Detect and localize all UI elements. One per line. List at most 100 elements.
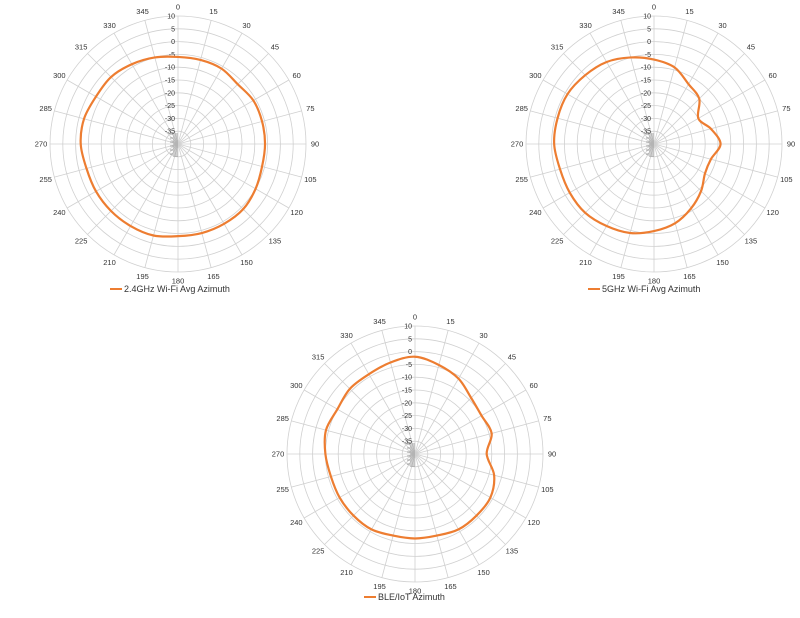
- radial-tick-label: 5: [647, 26, 651, 33]
- grid-spoke: [177, 143, 290, 209]
- legend-5ghz: 5GHz Wi-Fi Avg Azimuth: [588, 284, 700, 294]
- angle-tick-label: 120: [527, 518, 540, 527]
- grid-spoke: [177, 32, 243, 145]
- radial-tick-label: -15: [641, 78, 651, 85]
- grid-spoke: [653, 143, 719, 256]
- radial-tick-label: 10: [404, 324, 412, 331]
- angle-tick-label: 150: [240, 258, 253, 267]
- angle-tick-label: 15: [685, 7, 693, 16]
- angle-tick-label: 285: [515, 104, 528, 113]
- legend-label: 2.4GHz Wi-Fi Avg Azimuth: [124, 284, 230, 294]
- angle-tick-label: 330: [103, 21, 116, 30]
- grid-spoke: [177, 143, 243, 256]
- grid-spoke: [54, 110, 179, 145]
- angle-tick-label: 315: [312, 353, 325, 362]
- angle-tick-label: 330: [340, 331, 353, 340]
- grid-spoke: [414, 453, 527, 519]
- angle-tick-label: 180: [648, 277, 661, 286]
- radial-tick-label: -10: [402, 375, 412, 382]
- angle-tick-label: 15: [209, 7, 217, 16]
- angle-tick-label: 240: [529, 208, 542, 217]
- angle-tick-label: 150: [716, 258, 729, 267]
- angle-tick-label: 15: [446, 317, 454, 326]
- radial-tick-label: 0: [647, 39, 651, 46]
- grid-spoke: [414, 453, 506, 545]
- angle-tick-label: 330: [579, 21, 592, 30]
- grid-spoke: [414, 342, 480, 455]
- angle-tick-label: 165: [207, 272, 220, 281]
- angle-tick-label: 0: [176, 3, 180, 12]
- grid-spoke: [66, 79, 179, 145]
- series-line: [79, 55, 267, 238]
- angle-tick-label: 225: [312, 546, 325, 555]
- angle-tick-label: 105: [541, 485, 554, 494]
- grid-spoke: [381, 453, 416, 578]
- angle-tick-label: 315: [75, 43, 88, 52]
- grid-spoke: [653, 143, 688, 268]
- polar-chart-2-4ghz: 0153045607590105120135150165180195210225…: [35, 3, 319, 286]
- grid-spoke: [54, 143, 179, 178]
- angle-tick-label: 45: [508, 353, 516, 362]
- grid-spoke: [291, 420, 416, 455]
- angle-tick-label: 255: [515, 175, 528, 184]
- grid-spoke: [303, 453, 416, 519]
- grid-spoke: [414, 330, 449, 455]
- legend-label: BLE/IoT Azimuth: [378, 592, 445, 602]
- angle-tick-label: 75: [543, 414, 551, 423]
- angle-tick-label: 345: [612, 7, 625, 16]
- grid-spoke: [177, 53, 269, 145]
- angle-tick-label: 180: [172, 277, 185, 286]
- radial-tick-label: -15: [165, 78, 175, 85]
- grid-spoke: [530, 110, 655, 145]
- grid-spoke: [177, 110, 302, 145]
- grid-spoke: [381, 330, 416, 455]
- grid-spoke: [542, 79, 655, 145]
- radial-tick-label: -35: [402, 439, 412, 446]
- grid-spoke: [177, 79, 290, 145]
- series-line: [552, 56, 722, 235]
- angle-tick-label: 195: [612, 272, 625, 281]
- angle-tick-label: 195: [373, 582, 386, 591]
- radial-tick-label: -30: [165, 116, 175, 123]
- grid-spoke: [414, 363, 506, 455]
- angle-tick-label: 255: [39, 175, 52, 184]
- radial-tick-label: -15: [402, 388, 412, 395]
- angle-tick-label: 135: [745, 236, 758, 245]
- legend-2-4ghz: 2.4GHz Wi-Fi Avg Azimuth: [110, 284, 230, 294]
- angle-tick-label: 165: [683, 272, 696, 281]
- grid-spoke: [589, 32, 655, 145]
- angle-tick-label: 210: [340, 568, 353, 577]
- angle-tick-label: 225: [75, 236, 88, 245]
- radial-tick-label: -30: [641, 116, 651, 123]
- angle-tick-label: 60: [529, 381, 537, 390]
- angle-tick-label: 285: [276, 414, 289, 423]
- grid-spoke: [414, 453, 449, 578]
- angle-tick-label: 300: [53, 71, 66, 80]
- grid-spoke: [653, 79, 766, 145]
- angle-tick-label: 345: [373, 317, 386, 326]
- grid-spoke: [653, 32, 719, 145]
- angle-tick-label: 285: [39, 104, 52, 113]
- angle-tick-label: 0: [652, 3, 656, 12]
- angle-tick-label: 45: [747, 43, 755, 52]
- angle-tick-label: 315: [551, 43, 564, 52]
- grid-spoke: [113, 143, 179, 256]
- radial-tick-label: -35: [641, 129, 651, 136]
- angle-tick-label: 225: [551, 236, 564, 245]
- grid-spoke: [324, 363, 416, 455]
- angle-tick-label: 105: [780, 175, 793, 184]
- grid-spoke: [350, 453, 416, 566]
- angle-tick-label: 90: [787, 140, 795, 149]
- radial-tick-label: 0: [171, 39, 175, 46]
- grid-spoke: [144, 20, 179, 145]
- grid-spoke: [589, 143, 655, 256]
- grid-spoke: [177, 143, 269, 235]
- grid-spoke: [87, 53, 179, 145]
- grid-spoke: [414, 389, 527, 455]
- series-line: [323, 355, 496, 540]
- angle-tick-label: 45: [271, 43, 279, 52]
- grid-spoke: [291, 453, 416, 488]
- radial-tick-label: -20: [402, 400, 412, 407]
- grid-spoke: [563, 143, 655, 235]
